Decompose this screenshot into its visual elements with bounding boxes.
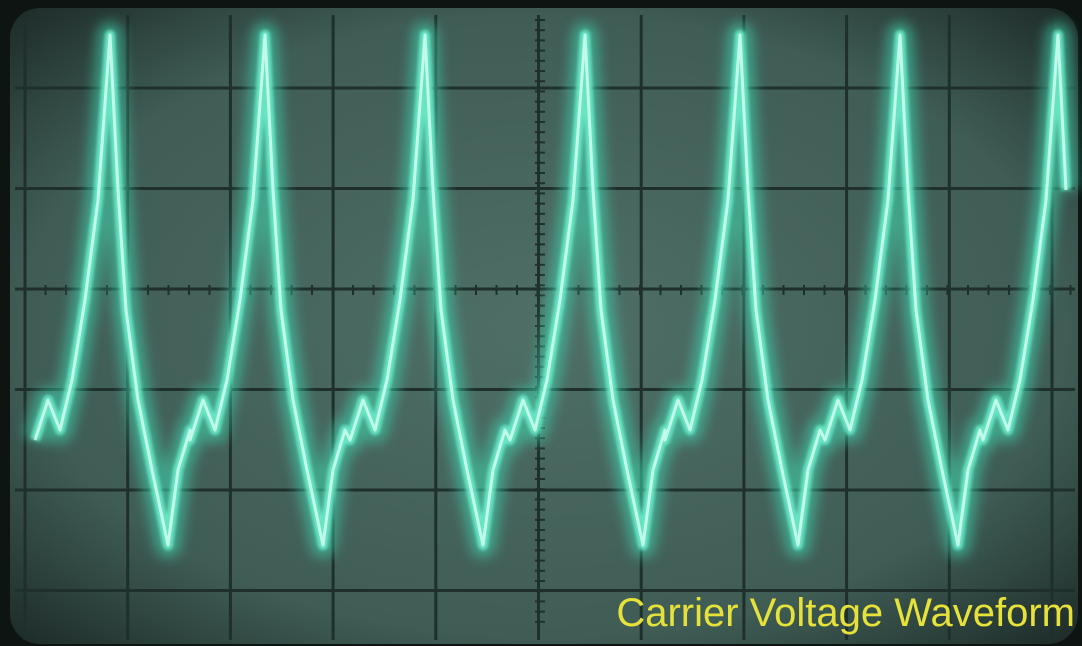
page: Carrier Voltage Waveform (() => { const … xyxy=(0,0,1082,646)
caption: Carrier Voltage Waveform xyxy=(616,591,1075,635)
oscilloscope-photo: Carrier Voltage Waveform xyxy=(0,0,1082,646)
